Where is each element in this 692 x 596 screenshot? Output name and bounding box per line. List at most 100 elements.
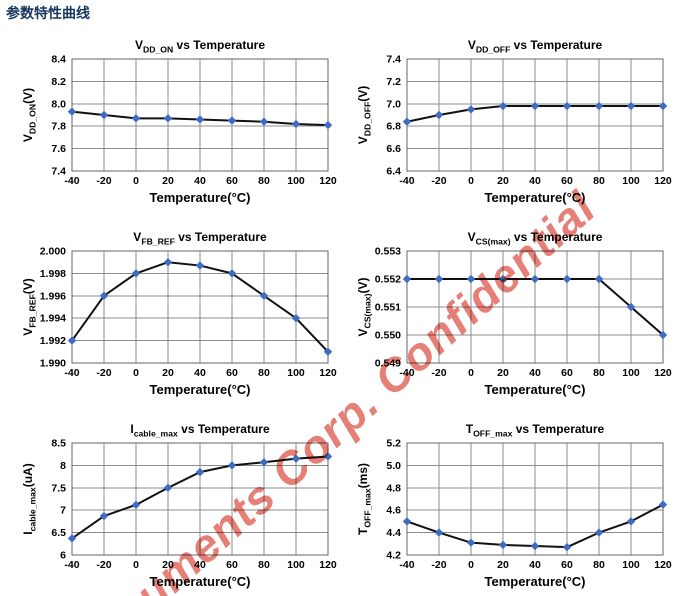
ylabel-subscript: OFF_max: [362, 488, 373, 528]
svg-text:6.6: 6.6: [386, 143, 401, 155]
svg-text:60: 60: [226, 559, 238, 571]
title-subscript: CS(max): [475, 236, 511, 247]
svg-text:0: 0: [468, 175, 474, 187]
svg-text:40: 40: [529, 367, 541, 379]
svg-text:4.8: 4.8: [386, 482, 401, 494]
svg-text:0.549: 0.549: [375, 358, 401, 370]
svg-text:0.552: 0.552: [375, 274, 401, 286]
y-axis-label: Icable_max(uA): [21, 434, 38, 564]
svg-text:-40: -40: [399, 367, 414, 379]
svg-text:8: 8: [60, 460, 66, 472]
ylabel-subscript: CS(max): [362, 293, 373, 329]
svg-text:100: 100: [622, 175, 640, 187]
svg-text:-20: -20: [431, 367, 446, 379]
plot-area: 5.2 5.0 4.8 4.6 4.4 4.2-40 -20 0 20 40 60 80 100 120: [386, 438, 672, 571]
svg-text:8.2: 8.2: [51, 76, 66, 88]
svg-text:60: 60: [561, 175, 573, 187]
title-subscript: cable_max: [133, 428, 178, 439]
plot-area: 2.000 1.998 1.996 1.994 1.992 1.990-40 -20 0 20 4…: [40, 246, 337, 379]
svg-text:80: 80: [258, 367, 270, 379]
ylabel-symbol: V: [21, 327, 35, 336]
svg-text:7.5: 7.5: [51, 482, 66, 494]
ylabel-symbol: T: [356, 527, 370, 535]
svg-text:-20: -20: [96, 175, 111, 187]
svg-text:120: 120: [319, 559, 337, 571]
svg-text:5.0: 5.0: [386, 460, 401, 472]
ylabel-unit: (ms): [356, 463, 370, 489]
svg-text:4.4: 4.4: [386, 527, 401, 539]
ylabel-symbol: V: [21, 134, 35, 143]
svg-text:1.990: 1.990: [40, 358, 66, 370]
svg-text:40: 40: [529, 175, 541, 187]
title-subscript: DD_OFF: [475, 44, 511, 55]
svg-text:-20: -20: [431, 175, 446, 187]
title-symbol: T: [465, 422, 474, 436]
svg-text:7: 7: [60, 505, 66, 517]
y-axis-label: VDD_OFF(V): [356, 50, 373, 180]
svg-text:4.2: 4.2: [386, 550, 401, 562]
chart-title: TOFF_max vs Temperature: [345, 422, 675, 438]
svg-text:0.550: 0.550: [375, 330, 401, 342]
ylabel-subscript: FB_REF: [27, 294, 38, 328]
y-axis-label: VCS(max)(V): [356, 242, 373, 372]
svg-text:120: 120: [319, 175, 337, 187]
x-axis-label: Temperature(°C): [484, 382, 586, 397]
ylabel-subscript: cable_max: [27, 487, 38, 532]
svg-text:1.998: 1.998: [40, 268, 66, 280]
ylabel-symbol: I: [21, 531, 35, 535]
svg-text:0.553: 0.553: [375, 246, 401, 258]
svg-text:7.8: 7.8: [51, 121, 66, 133]
svg-text:-40: -40: [64, 559, 79, 571]
svg-text:0: 0: [133, 367, 139, 379]
svg-text:-40: -40: [399, 559, 414, 571]
svg-text:7.0: 7.0: [386, 98, 401, 110]
chart-toff-max: TOFF_max vs Temperature TOFF_max(ms) 5.2…: [345, 422, 675, 590]
svg-text:80: 80: [258, 559, 270, 571]
ylabel-unit: (V): [21, 87, 35, 104]
svg-text:6.5: 6.5: [51, 527, 66, 539]
ylabel-symbol: V: [356, 328, 370, 337]
ylabel-unit: (V): [356, 277, 370, 294]
svg-text:120: 120: [654, 175, 672, 187]
svg-text:80: 80: [593, 367, 605, 379]
svg-text:6.4: 6.4: [386, 166, 401, 178]
title-rest: vs Temperature: [173, 38, 266, 52]
svg-text:5.2: 5.2: [386, 438, 401, 450]
title-symbol: V: [467, 230, 476, 244]
y-axis-label: VDD_ON(V): [21, 50, 37, 180]
chart-vcs-max: VCS(max) vs Temperature VCS(max)(V) 0.55…: [345, 230, 675, 398]
svg-text:120: 120: [319, 367, 337, 379]
svg-text:40: 40: [194, 367, 206, 379]
svg-text:1.992: 1.992: [40, 335, 66, 347]
svg-text:80: 80: [593, 175, 605, 187]
svg-text:40: 40: [194, 175, 206, 187]
y-axis-label: VFB_REF(V): [21, 242, 38, 372]
svg-text:20: 20: [497, 559, 509, 571]
svg-text:-40: -40: [64, 367, 79, 379]
chart-title: VDD_OFF vs Temperature: [345, 38, 675, 54]
chart-vfb-ref: VFB_REF vs Temperature VFB_REF(V) 2.000 1…: [10, 230, 340, 398]
x-axis-label: Temperature(°C): [149, 574, 251, 589]
ylabel-subscript: DD_OFF: [362, 101, 373, 137]
svg-text:0: 0: [133, 175, 139, 187]
svg-text:6.8: 6.8: [386, 121, 401, 133]
svg-text:-20: -20: [96, 559, 111, 571]
title-symbol: I: [130, 422, 134, 436]
svg-text:6: 6: [60, 550, 66, 562]
svg-text:100: 100: [622, 367, 640, 379]
title-subscript: OFF_max: [473, 428, 513, 439]
svg-text:20: 20: [497, 367, 509, 379]
title-rest: vs Temperature: [512, 422, 605, 436]
title-subscript: FB_REF: [141, 236, 175, 247]
svg-text:20: 20: [162, 559, 174, 571]
title-rest: vs Temperature: [174, 230, 267, 244]
svg-text:80: 80: [258, 175, 270, 187]
svg-text:1.996: 1.996: [40, 290, 66, 302]
plot-area: 0.553 0.552 0.551 0.550 0.549-40 -20 0 20 40 60 80…: [375, 246, 672, 379]
title-symbol: V: [134, 38, 143, 52]
svg-text:-20: -20: [431, 559, 446, 571]
svg-text:120: 120: [654, 367, 672, 379]
svg-text:40: 40: [529, 559, 541, 571]
chart-vdd-off: VDD_OFF vs Temperature VDD_OFF(V) 7.4 7.2…: [345, 38, 675, 206]
